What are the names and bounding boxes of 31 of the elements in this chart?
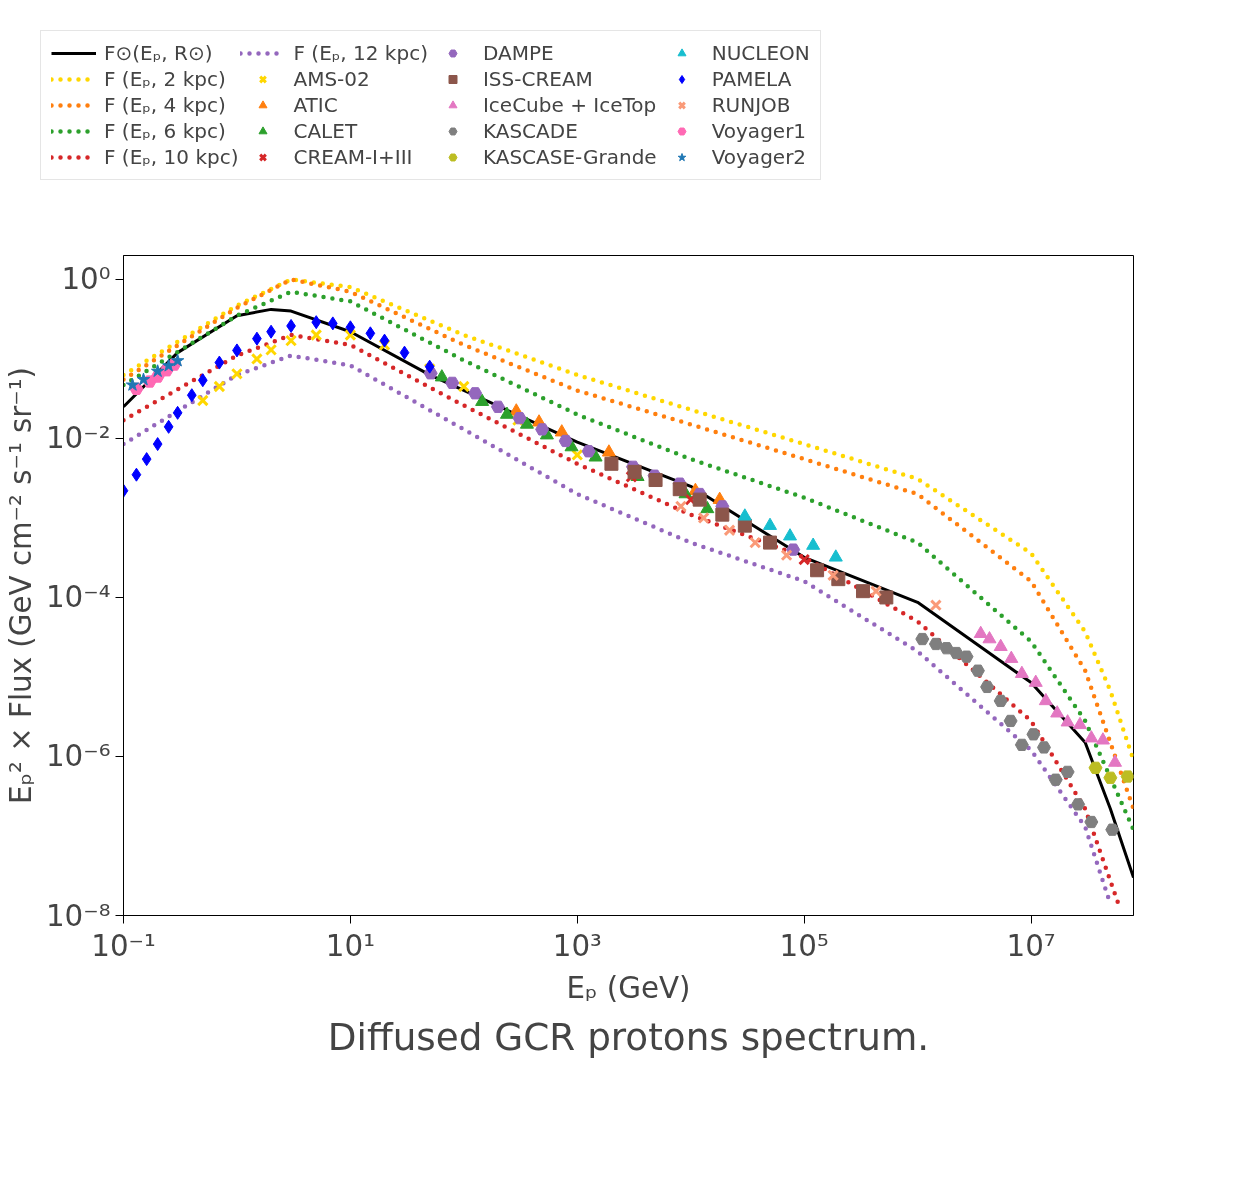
- y-tick-label: 10⁰: [61, 262, 111, 297]
- legend-label: F (Eₚ, 10 kpc): [104, 145, 239, 169]
- legend-label: CREAM-I+III: [293, 145, 413, 169]
- legend-label: NUCLEON: [711, 41, 810, 65]
- legend-label: ISS-CREAM: [482, 67, 593, 91]
- legend-label: Voyager1: [711, 119, 807, 143]
- x-axis-title: Eₚ (GeV): [566, 970, 691, 1005]
- y-tick-label: 10⁻⁶: [45, 739, 111, 774]
- y-tick-label: 10⁻⁴: [45, 580, 111, 615]
- x-tick-label: 10³: [552, 928, 602, 963]
- legend-label: AMS-02: [293, 67, 370, 91]
- legend-label: CALET: [293, 119, 358, 143]
- legend-label: DAMPE: [482, 41, 554, 65]
- text: Diffused GCR protons spectrum.: [327, 1014, 930, 1059]
- x-tick-label: 10¹: [325, 928, 375, 963]
- legend-label: KASCASE-Grande: [482, 145, 657, 169]
- legend-label: IceCube + IceTop: [482, 93, 657, 117]
- legend-label: KASCADE: [482, 119, 578, 143]
- legend-label: RUNJOB: [711, 93, 791, 117]
- y-axis-title: Eₚ² × Flux (GeV cm⁻² s⁻¹ sr⁻¹): [3, 366, 38, 805]
- x-tick-label: 10⁵: [779, 928, 829, 963]
- legend-label: F (Eₚ, 12 kpc): [293, 41, 428, 65]
- legend-label: ATIC: [293, 93, 338, 117]
- y-tick-label: 10⁻²: [45, 421, 111, 456]
- legend-label: Voyager2: [711, 145, 807, 169]
- legend-label: F (Eₚ, 4 kpc): [104, 93, 226, 117]
- legend-label: PAMELA: [711, 67, 792, 91]
- legend-label: F⊙(Eₚ, R⊙): [104, 41, 213, 65]
- x-tick-label: 10⁷: [1006, 928, 1056, 963]
- legend-label: F (Eₚ, 6 kpc): [104, 119, 226, 143]
- legend-label: F (Eₚ, 2 kpc): [104, 67, 226, 91]
